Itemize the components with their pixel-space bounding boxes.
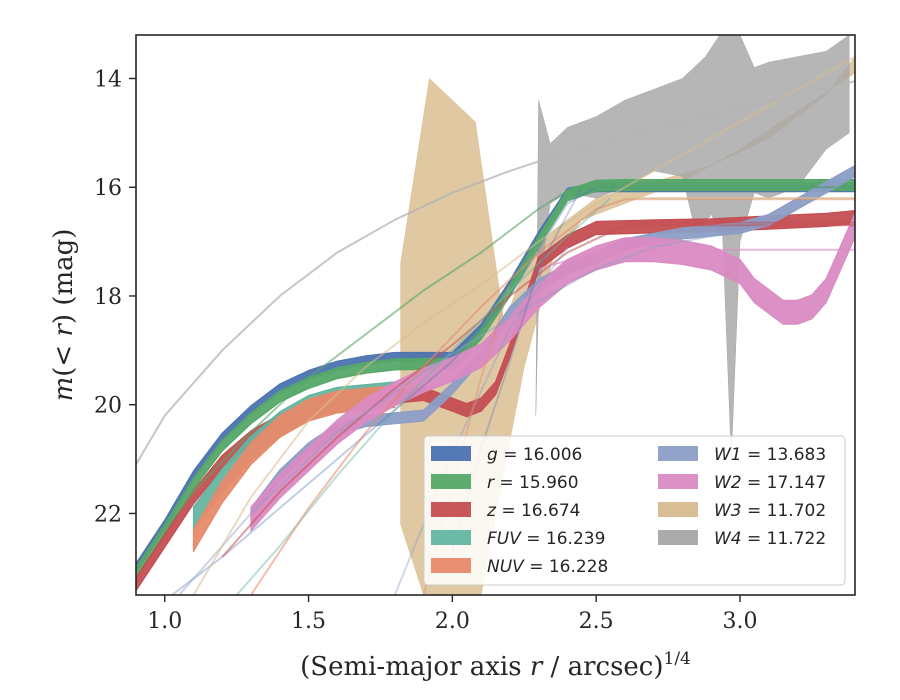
legend-entry-w4: W4 = 11.722: [658, 529, 826, 549]
plot-frame: [135, 34, 856, 596]
model-curve-1: [170, 186, 855, 595]
ticks-layer: 1.0 1.5 2.0 2.5 3.0 14 16 18 20 22: [94, 67, 757, 634]
legend-entry-nuv: NUV = 16.228: [431, 557, 608, 577]
legend-box: [423, 435, 846, 586]
y-tick-label: 20: [94, 394, 122, 419]
x-tick-label: 1.0: [147, 609, 182, 634]
model-curve-6: [178, 175, 855, 595]
legend-label: W4 = 11.722: [714, 529, 826, 549]
legend-entry-r: r = 15.960: [431, 473, 579, 493]
y-tick-label: 18: [94, 285, 122, 310]
model-curve-8: [192, 55, 855, 595]
x-axis-label: (Semi-major axis r / arcsec)1/4: [300, 649, 691, 682]
model-curve-5: [250, 198, 855, 595]
legend-swatch: [658, 502, 698, 517]
y-tick-label: 16: [94, 176, 122, 201]
legend-swatch: [658, 474, 698, 489]
y-tick-label: 22: [94, 502, 122, 527]
y-tick-label: 14: [94, 67, 122, 92]
model-curve-2: [136, 186, 855, 569]
legend-label: r = 15.960: [487, 473, 579, 493]
x-tick-label: 2.5: [579, 609, 614, 634]
legend-swatch: [431, 530, 471, 545]
legend-entry-w2: W2 = 17.147: [658, 473, 826, 493]
series-w2: [250, 212, 855, 532]
legend-label: z = 16.674: [486, 501, 580, 521]
legend-entry-fuv: FUV = 16.239: [431, 529, 605, 549]
model-curve-7: [538, 248, 855, 270]
legend-swatch: [431, 446, 471, 461]
legend-swatch: [431, 502, 471, 517]
legend-swatch: [431, 474, 471, 489]
legend-label: NUV = 16.228: [487, 557, 608, 577]
legend-swatch: [658, 530, 698, 545]
legend-label: W1 = 13.683: [714, 445, 826, 465]
legend-entry-g: g = 16.006: [431, 445, 582, 465]
legend-swatch: [431, 558, 471, 573]
legend-entry-w1: W1 = 13.683: [658, 445, 826, 465]
model-curve-4: [235, 197, 612, 595]
series-r: [136, 179, 855, 580]
legend-entry-z: z = 16.674: [431, 501, 580, 521]
legend-label: W2 = 17.147: [714, 473, 826, 493]
x-tick-label: 2.0: [435, 609, 470, 634]
model-curve-9: [136, 80, 855, 466]
x-tick-label: 3.0: [722, 609, 757, 634]
legend-label: g = 16.006: [487, 445, 582, 465]
model-curve-3: [221, 224, 855, 558]
y-axis-label: m(< r) (mag): [49, 229, 79, 402]
legend-label: FUV = 16.239: [487, 529, 605, 549]
legend-label: W3 = 11.702: [714, 501, 826, 521]
legend: g = 16.006 r = 15.960 z = 16.674 FUV = 16.2…: [423, 435, 846, 586]
legend-swatch: [658, 446, 698, 461]
x-tick-label: 1.5: [291, 609, 326, 634]
legend-entry-w3: W3 = 11.702: [658, 501, 826, 521]
